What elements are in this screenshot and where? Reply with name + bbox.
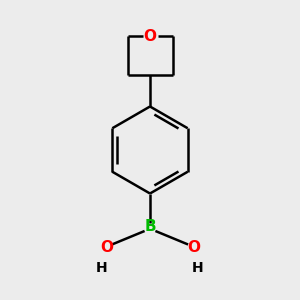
Text: O: O <box>143 28 157 44</box>
Text: O: O <box>187 240 200 255</box>
Text: B: B <box>144 219 156 234</box>
Text: H: H <box>192 262 204 275</box>
Text: O: O <box>100 240 113 255</box>
Text: H: H <box>96 262 108 275</box>
